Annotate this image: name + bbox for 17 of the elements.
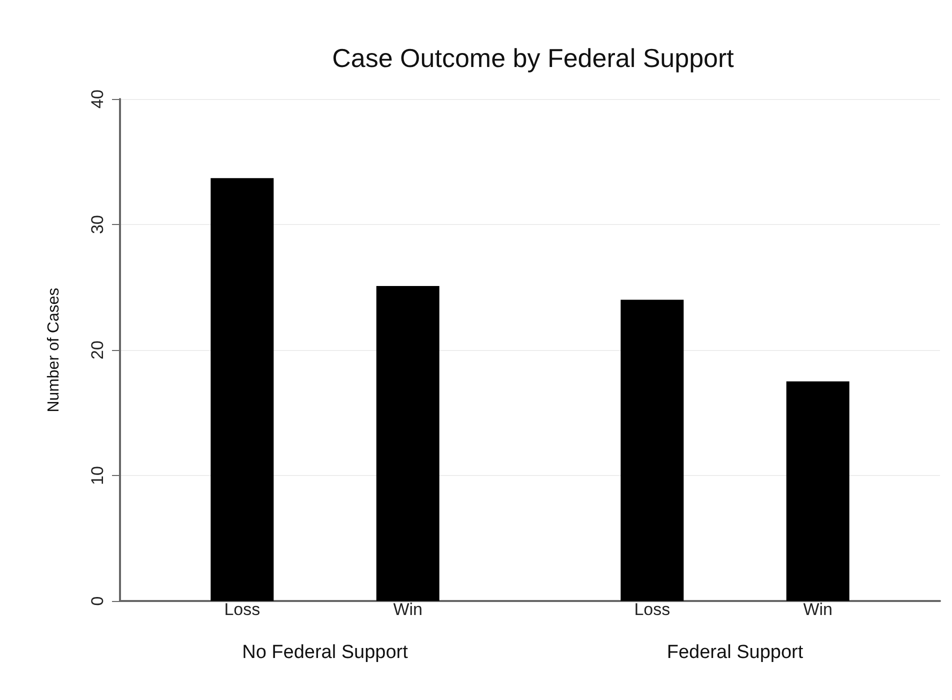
bar xyxy=(786,381,850,601)
x-tick-label: Federal Support xyxy=(666,642,804,663)
series-label: Win xyxy=(393,600,422,619)
y-tick-label: 10 xyxy=(88,466,107,485)
y-tick-label: 0 xyxy=(88,596,107,606)
bar xyxy=(620,300,684,601)
text: Win xyxy=(803,600,832,619)
y-tick-label: 40 xyxy=(88,90,107,108)
y-tick-label: 20 xyxy=(88,340,107,360)
series-label: Loss xyxy=(224,600,260,619)
y-tick-label: 30 xyxy=(88,215,107,234)
bar xyxy=(376,286,440,601)
y-axis-title: Number of Cases xyxy=(46,288,62,412)
x-tick-label: No Federal Support xyxy=(242,642,409,663)
text: Loss xyxy=(634,600,670,619)
bar xyxy=(210,178,274,601)
chart-title: Case Outcome by Federal Support xyxy=(332,43,735,73)
